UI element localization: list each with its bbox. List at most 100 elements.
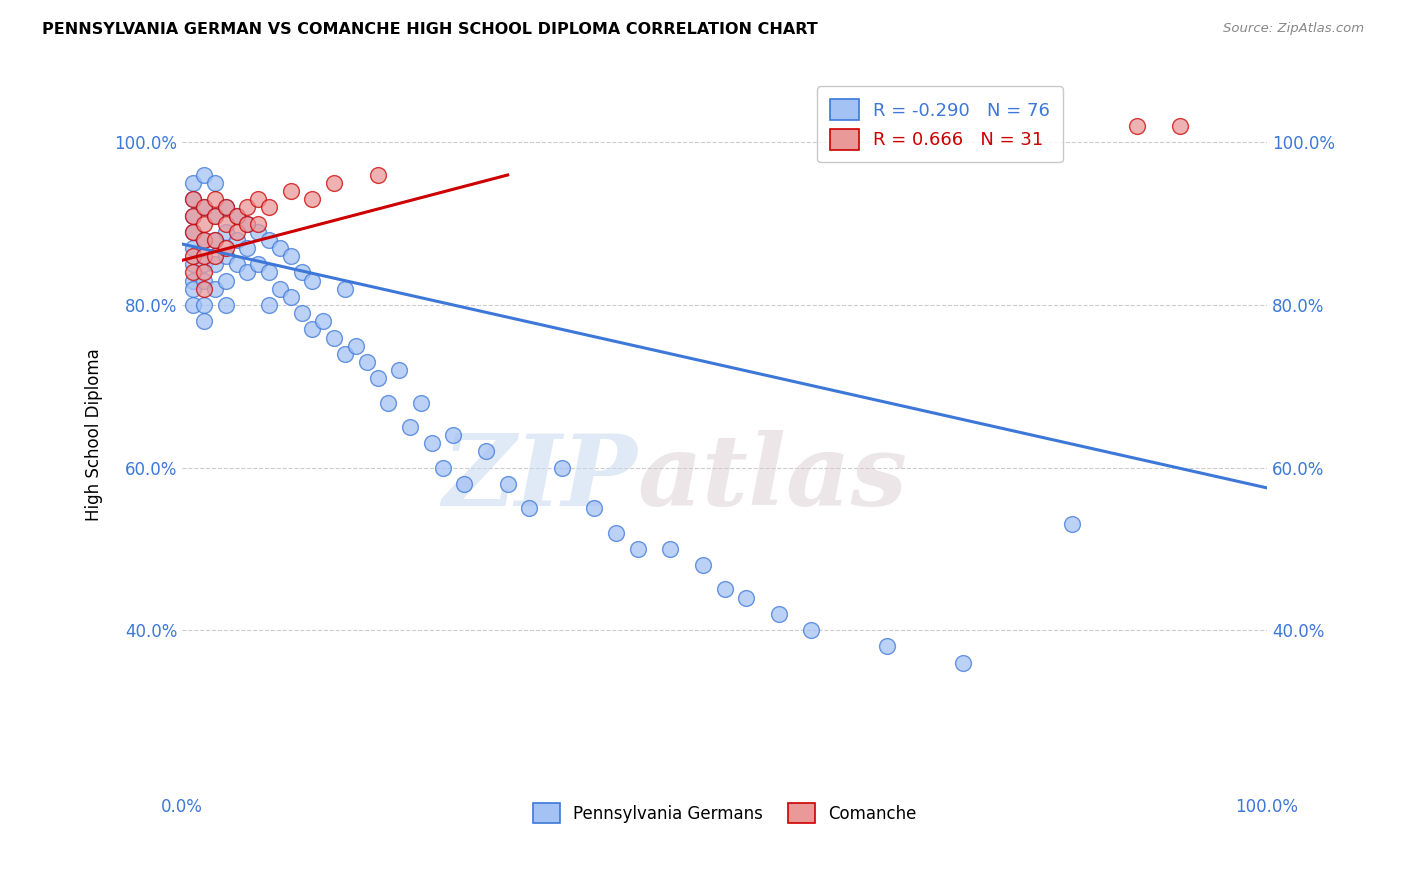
Point (204, 282, 226, 296)
Point (214, 274, 236, 288)
Point (181, 176, 204, 190)
Point (366, 168, 388, 182)
Point (193, 168, 215, 182)
Point (800, 623, 823, 637)
Point (247, 225, 270, 239)
Point (193, 233, 215, 247)
Point (432, 460, 454, 475)
Point (366, 371, 388, 385)
Point (236, 201, 259, 215)
Point (1060, 517, 1083, 532)
Point (236, 265, 259, 279)
Point (225, 233, 247, 247)
Point (181, 249, 204, 263)
Point (247, 257, 270, 271)
Point (1168, 119, 1191, 133)
Point (257, 201, 280, 215)
Point (323, 330, 346, 344)
Text: PENNSYLVANIA GERMAN VS COMANCHE HIGH SCHOOL DIPLOMA CORRELATION CHART: PENNSYLVANIA GERMAN VS COMANCHE HIGH SCH… (42, 22, 818, 37)
Text: ZIP: ZIP (443, 430, 638, 526)
Point (713, 582, 735, 597)
Point (627, 541, 650, 556)
Point (214, 225, 236, 239)
Point (496, 476, 519, 491)
Point (214, 217, 236, 231)
Point (333, 347, 356, 361)
Point (193, 282, 215, 296)
Point (236, 217, 259, 231)
Point (659, 541, 682, 556)
Point (214, 298, 236, 312)
Point (214, 249, 236, 263)
Point (583, 501, 606, 516)
Point (290, 265, 312, 279)
Point (193, 249, 215, 263)
Point (214, 201, 236, 215)
Point (181, 225, 204, 239)
Point (204, 233, 226, 247)
Legend: Pennsylvania Germans, Comanche: Pennsylvania Germans, Comanche (522, 792, 928, 834)
Point (181, 209, 204, 223)
Point (301, 192, 323, 206)
Y-axis label: High School Diploma: High School Diploma (86, 349, 103, 522)
Point (876, 640, 898, 654)
Point (280, 184, 302, 198)
Point (181, 209, 204, 223)
Point (453, 476, 475, 491)
Point (377, 395, 399, 409)
Point (181, 241, 204, 255)
Point (735, 591, 758, 605)
Point (952, 656, 974, 670)
Point (204, 257, 226, 271)
Point (181, 274, 204, 288)
Point (193, 217, 215, 231)
Point (344, 338, 367, 352)
Point (247, 217, 270, 231)
Point (193, 201, 215, 215)
Point (269, 282, 291, 296)
Point (236, 217, 259, 231)
Point (204, 192, 226, 206)
Point (193, 233, 215, 247)
Point (290, 306, 312, 320)
Text: Source: ZipAtlas.com: Source: ZipAtlas.com (1223, 22, 1364, 36)
Point (225, 257, 247, 271)
Point (204, 249, 226, 263)
Point (181, 225, 204, 239)
Point (225, 209, 247, 223)
Point (301, 274, 323, 288)
Point (181, 265, 204, 279)
Text: atlas: atlas (638, 430, 908, 526)
Point (193, 314, 215, 328)
Point (236, 241, 259, 255)
Point (193, 298, 215, 312)
Point (193, 265, 215, 279)
Point (692, 558, 714, 573)
Point (204, 209, 226, 223)
Point (257, 265, 280, 279)
Point (204, 176, 226, 190)
Point (356, 355, 378, 369)
Point (225, 225, 247, 239)
Point (193, 201, 215, 215)
Point (193, 274, 215, 288)
Point (181, 282, 204, 296)
Point (204, 209, 226, 223)
Point (257, 298, 280, 312)
Point (409, 395, 432, 409)
Point (475, 444, 498, 458)
Point (181, 257, 204, 271)
Point (333, 282, 356, 296)
Point (269, 241, 291, 255)
Point (441, 428, 464, 442)
Point (399, 420, 422, 434)
Point (181, 298, 204, 312)
Point (181, 192, 204, 206)
Point (323, 176, 346, 190)
Point (1125, 119, 1147, 133)
Point (280, 249, 302, 263)
Point (214, 241, 236, 255)
Point (204, 233, 226, 247)
Point (312, 314, 335, 328)
Point (605, 525, 627, 540)
